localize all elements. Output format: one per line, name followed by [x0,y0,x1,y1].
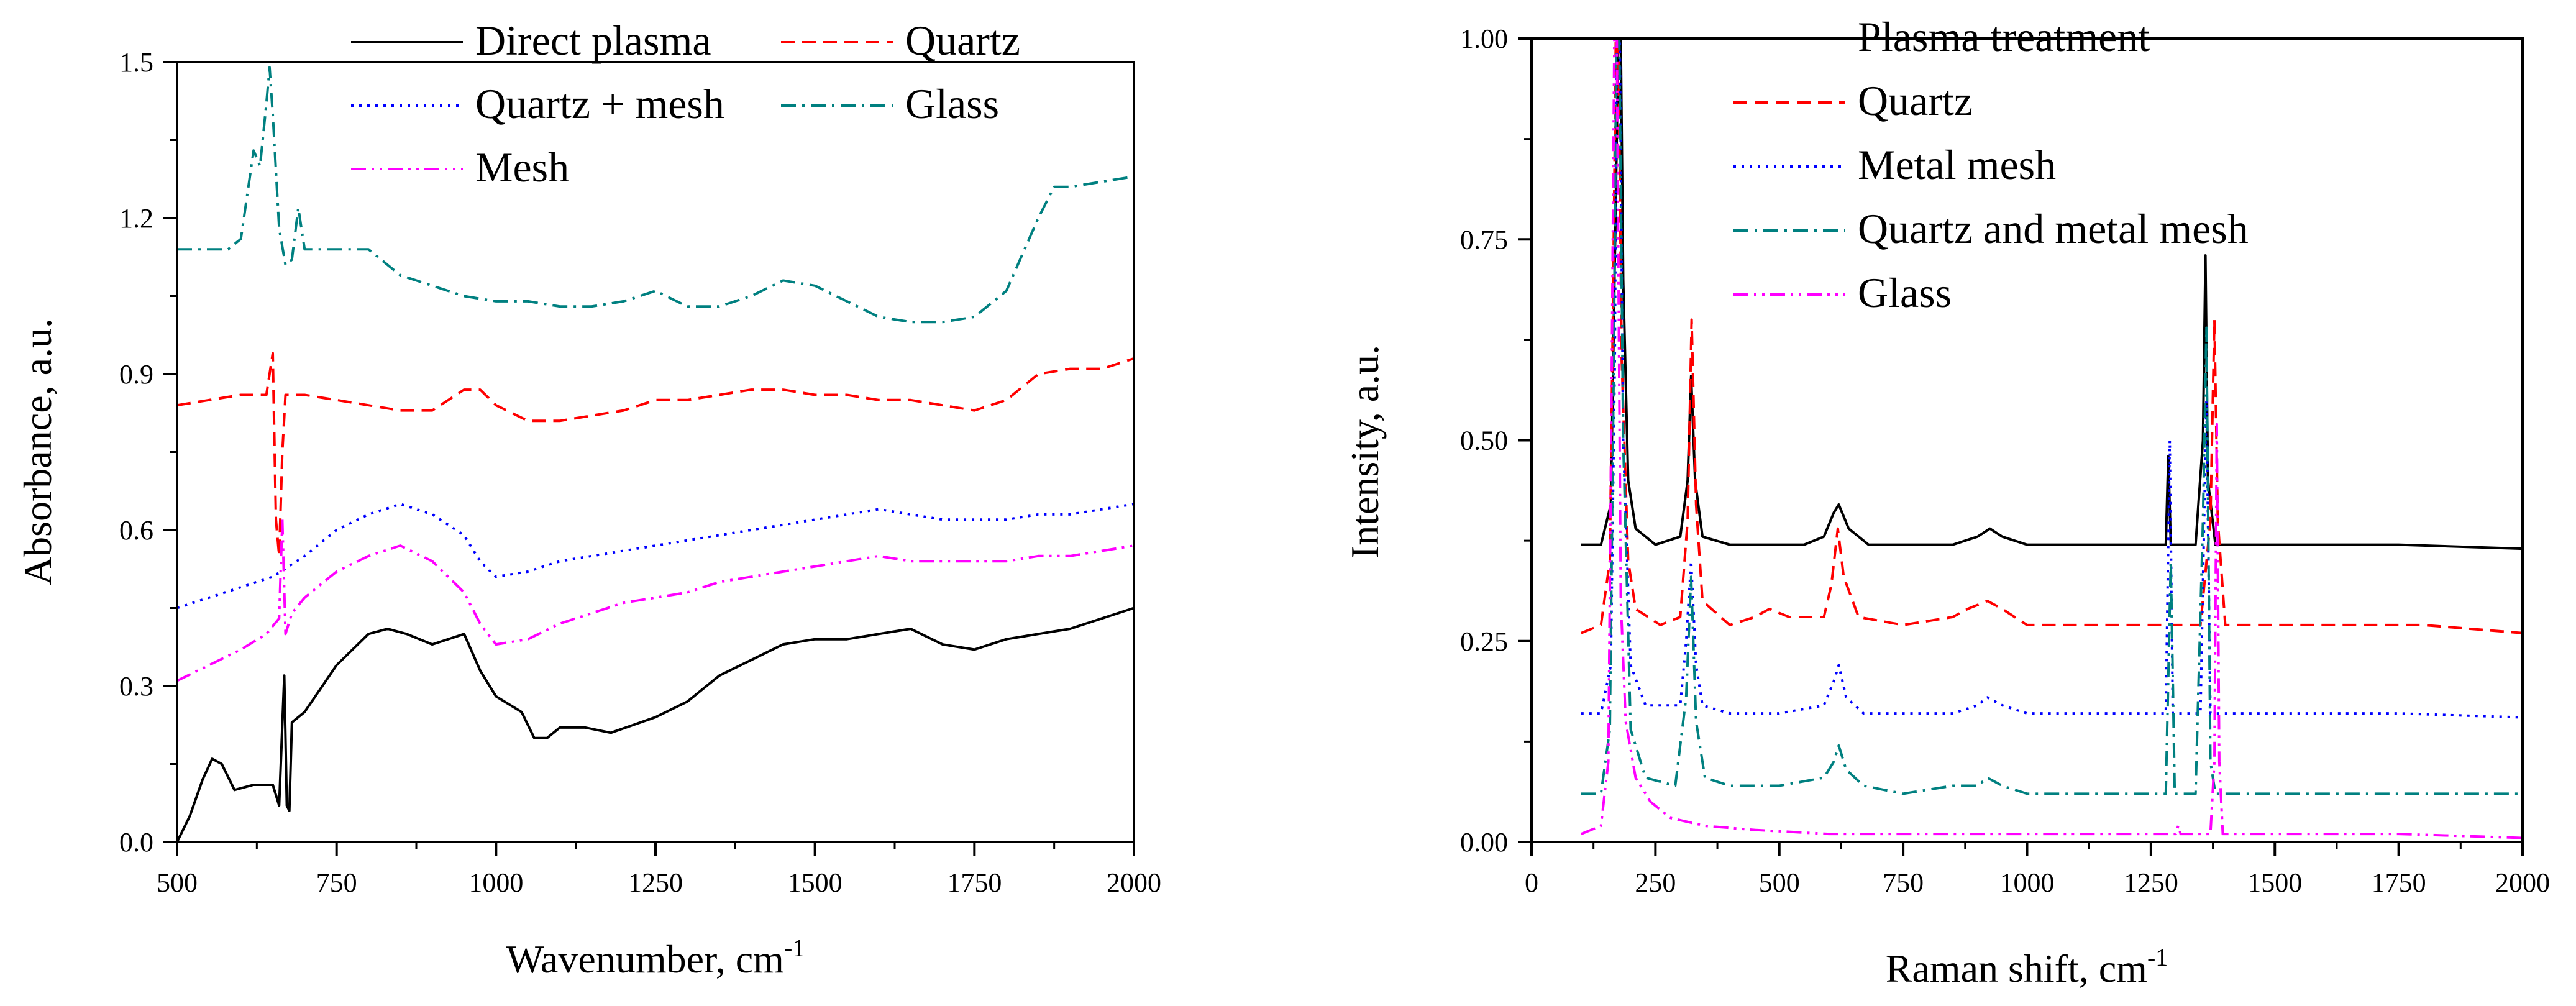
x-tick-label: 750 [316,867,357,898]
x-tick-label: 1750 [2372,867,2426,898]
raman-y-ticks: 0.00 0.25 0.50 0.75 1.00 [1460,24,1532,857]
y-tick-label: 0.3 [119,671,153,702]
legend-label: Direct plasma [475,17,711,64]
x-tick-label: 1500 [2247,867,2302,898]
x-tick-label: 750 [1883,867,1924,898]
legend-label: Plasma treatment [1858,13,2150,60]
absorbance-y-ticks: 0.0 0.3 0.6 0.9 1.2 1.5 [119,47,177,857]
series-line-quartz-mesh [176,503,1135,610]
x-tick-label: 1000 [468,867,523,898]
legend-label: Glass [1858,269,1952,316]
absorbance-series-group [176,66,1135,843]
x-tick-label: 1250 [628,867,683,898]
absorbance-chart: 500 750 1000 1250 1500 1750 2000 0.0 0.3 0.6 0.9 1… [16,17,1161,981]
x-tick-label: 2000 [1107,867,1161,898]
y-tick-label: 1.00 [1460,24,1508,54]
y-tick-label: 1.5 [119,47,153,78]
legend-label: Quartz and metal mesh [1858,205,2249,252]
y-tick-label: 1.2 [119,203,153,234]
x-tick-label: 1000 [2000,867,2055,898]
x-tick-label: 1750 [947,867,1002,898]
legend-label: Glass [905,80,999,127]
legend-label: Quartz [905,17,1020,64]
series-line-plasma-treatment [1581,37,2523,551]
y-tick-label: 0.50 [1460,426,1508,456]
x-tick-label: 1500 [788,867,843,898]
absorbance-legend: Direct plasma Quartz Quartz + mesh Glass Mes… [351,17,1020,191]
absorbance-x-axis-label: Wavenumber, cm-1 [506,934,805,981]
x-tick-label: 0 [1525,867,1538,898]
series-line-direct-plasma [176,606,1135,843]
y-tick-label: 0.00 [1460,827,1508,857]
legend-label: Quartz + mesh [475,80,724,127]
x-tick-label: 1250 [2124,867,2178,898]
series-line-mesh [176,518,1135,682]
x-tick-label: 500 [157,867,198,898]
series-line-metal-mesh [1581,37,2523,719]
y-tick-label: 0.9 [119,359,153,390]
x-tick-label: 500 [1759,867,1800,898]
series-line-glass [177,66,1135,324]
series-line-quartz-and-metal-mesh [1581,37,2523,795]
y-tick-label: 0.75 [1460,224,1508,255]
legend-label: Quartz [1858,77,1973,124]
raman-x-ticks: 0 250 500 750 1000 1250 1500 1750 2000 [1525,842,2550,898]
y-tick-label: 0.6 [119,515,153,546]
absorbance-x-ticks: 500 750 1000 1250 1500 1750 2000 [157,842,1161,898]
absorbance-y-axis-label: Absorbance, a.u. [16,318,60,585]
x-tick-label: 250 [1635,867,1676,898]
raman-chart: 0 250 500 750 1000 1250 1500 1750 2000 0.000.250… [1343,13,2550,990]
series-line-quartz [176,352,1135,557]
raman-x-axis-label: Raman shift, cm-1 [1886,943,2168,990]
absorbance-plot-frame [176,61,1135,843]
y-tick-label: 0.0 [119,827,153,857]
raman-legend: Plasma treatment Quartz Metal mesh Quartz a… [1733,13,2249,316]
legend-label: Mesh [475,144,569,191]
raman-y-axis-label: Intensity, a.u. [1343,345,1387,559]
x-tick-label: 2000 [2495,867,2550,898]
legend-label: Metal mesh [1858,141,2056,188]
y-tick-label: 0.25 [1460,626,1508,657]
